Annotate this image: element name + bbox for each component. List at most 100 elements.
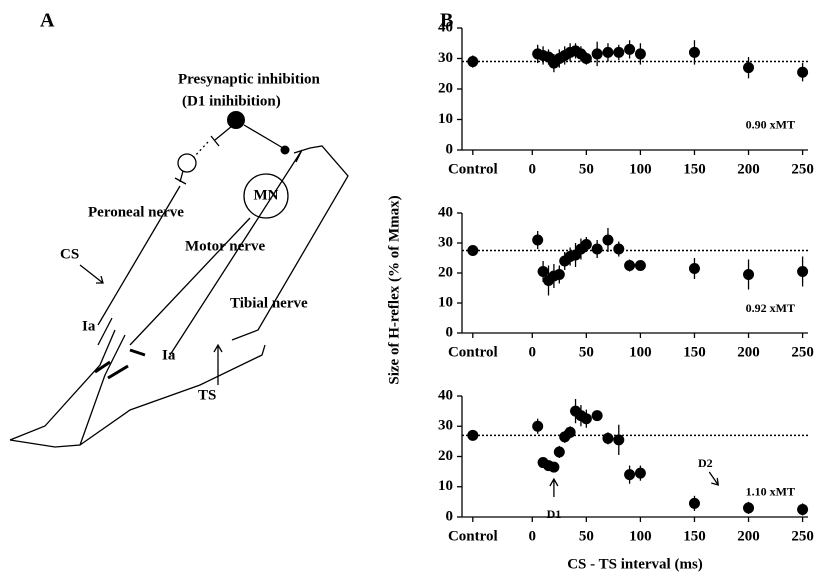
- x-tick-label: 100: [629, 344, 652, 360]
- data-point: [743, 502, 755, 514]
- data-point: [467, 429, 479, 441]
- data-point: [591, 48, 603, 60]
- x-tick-label: 200: [737, 344, 760, 360]
- data-point: [743, 269, 755, 280]
- x-tick-label: 0: [529, 528, 537, 544]
- x-tick-label: 200: [737, 528, 760, 544]
- data-point: [797, 266, 809, 277]
- data-point: [591, 410, 603, 422]
- x-tick-label: 0: [529, 161, 537, 177]
- data-point: [467, 245, 479, 256]
- diagram-label: (D1 inihibition): [182, 93, 281, 109]
- data-point: [688, 46, 700, 58]
- diagram-label: TS: [198, 387, 216, 403]
- synapse: [174, 170, 187, 185]
- terminal: [280, 145, 290, 155]
- data-point: [602, 234, 614, 246]
- diagram-label: Presynaptic inhibition: [178, 71, 320, 87]
- x-tick-label: 200: [737, 161, 760, 177]
- y-tick-label: 0: [446, 141, 454, 157]
- data-point: [797, 503, 809, 515]
- x-tick-label: Control: [448, 161, 498, 177]
- y-tick-label: 30: [438, 234, 453, 250]
- data-point: [624, 260, 636, 271]
- x-tick-label: 100: [629, 161, 652, 177]
- data-point: [688, 497, 700, 509]
- x-axis-label: CS - TS interval (ms): [567, 556, 703, 572]
- data-point: [580, 239, 592, 250]
- y-tick-label: 40: [438, 204, 453, 220]
- data-point: [591, 243, 603, 255]
- condition-label: 1.10 xMT: [746, 485, 795, 499]
- axon: [243, 124, 284, 149]
- data-point: [580, 413, 592, 425]
- leg-outline: [9, 317, 266, 448]
- data-point: [564, 426, 576, 438]
- data-point: [553, 446, 565, 458]
- x-tick-label: 50: [579, 344, 594, 360]
- data-point: [797, 66, 809, 78]
- y-tick-label: 30: [438, 418, 453, 434]
- interneuron: [177, 153, 197, 173]
- arrow: [213, 343, 223, 385]
- x-tick-label: 50: [579, 161, 594, 177]
- x-tick-label: 250: [791, 161, 814, 177]
- x-tick-label: 250: [791, 528, 814, 544]
- axon: [214, 125, 233, 141]
- y-tick-label: 10: [438, 294, 453, 310]
- data-point: [613, 243, 625, 255]
- diagram-label: Ia: [162, 347, 176, 363]
- data-point: [634, 48, 646, 60]
- y-tick-label: 10: [438, 478, 453, 494]
- panel-letter: B: [440, 10, 453, 32]
- data-point: [580, 53, 592, 64]
- x-tick-label: Control: [448, 344, 498, 360]
- y-tick-label: 20: [438, 448, 453, 464]
- x-tick-label: 150: [683, 161, 706, 177]
- diagram-label: Peroneal nerve: [88, 204, 184, 220]
- y-tick-label: 30: [438, 50, 453, 66]
- motoneuron: [243, 173, 289, 219]
- condition-label: 0.92 xMT: [746, 301, 795, 315]
- data-point: [537, 266, 549, 277]
- marker-label: D1: [547, 507, 562, 521]
- y-tick-label: 0: [446, 324, 454, 340]
- data-point: [548, 461, 560, 473]
- data-point: [602, 432, 614, 444]
- y-tick-label: 10: [438, 111, 453, 127]
- y-tick-label: 40: [438, 19, 453, 35]
- marker-arrow: [708, 471, 720, 486]
- y-tick-label: 0: [446, 508, 454, 524]
- x-tick-label: 150: [683, 528, 706, 544]
- nerves: [97, 145, 349, 356]
- condition-label: 0.90 xMT: [746, 117, 795, 131]
- x-tick-label: 100: [629, 528, 652, 544]
- data-point: [532, 234, 544, 246]
- data-point: [743, 62, 755, 74]
- arrow: [79, 264, 104, 284]
- x-tick-label: 50: [579, 528, 594, 544]
- data-point: [634, 467, 646, 479]
- x-tick-label: Control: [448, 528, 498, 544]
- marker-arrow: [549, 477, 559, 497]
- y-tick-label: 20: [438, 264, 453, 280]
- data-point: [553, 269, 565, 280]
- interneuron-link: [192, 141, 209, 159]
- x-tick-label: 150: [683, 344, 706, 360]
- data-point: [624, 469, 636, 481]
- y-tick-label: 40: [438, 387, 453, 403]
- synapse: [210, 135, 220, 147]
- panel-letter: A: [40, 10, 55, 32]
- receptor: [94, 348, 146, 380]
- diagram-label: Tibial nerve: [230, 295, 308, 311]
- data-point: [602, 46, 614, 58]
- x-tick-label: 250: [791, 344, 814, 360]
- data-point: [613, 434, 625, 446]
- data-point: [467, 56, 479, 68]
- diagram-label: Ia: [82, 318, 96, 334]
- diagram-label: CS: [60, 246, 79, 262]
- diagram-label: Motor nerve: [185, 238, 265, 254]
- y-tick-label: 20: [438, 80, 453, 96]
- data-point: [624, 43, 636, 55]
